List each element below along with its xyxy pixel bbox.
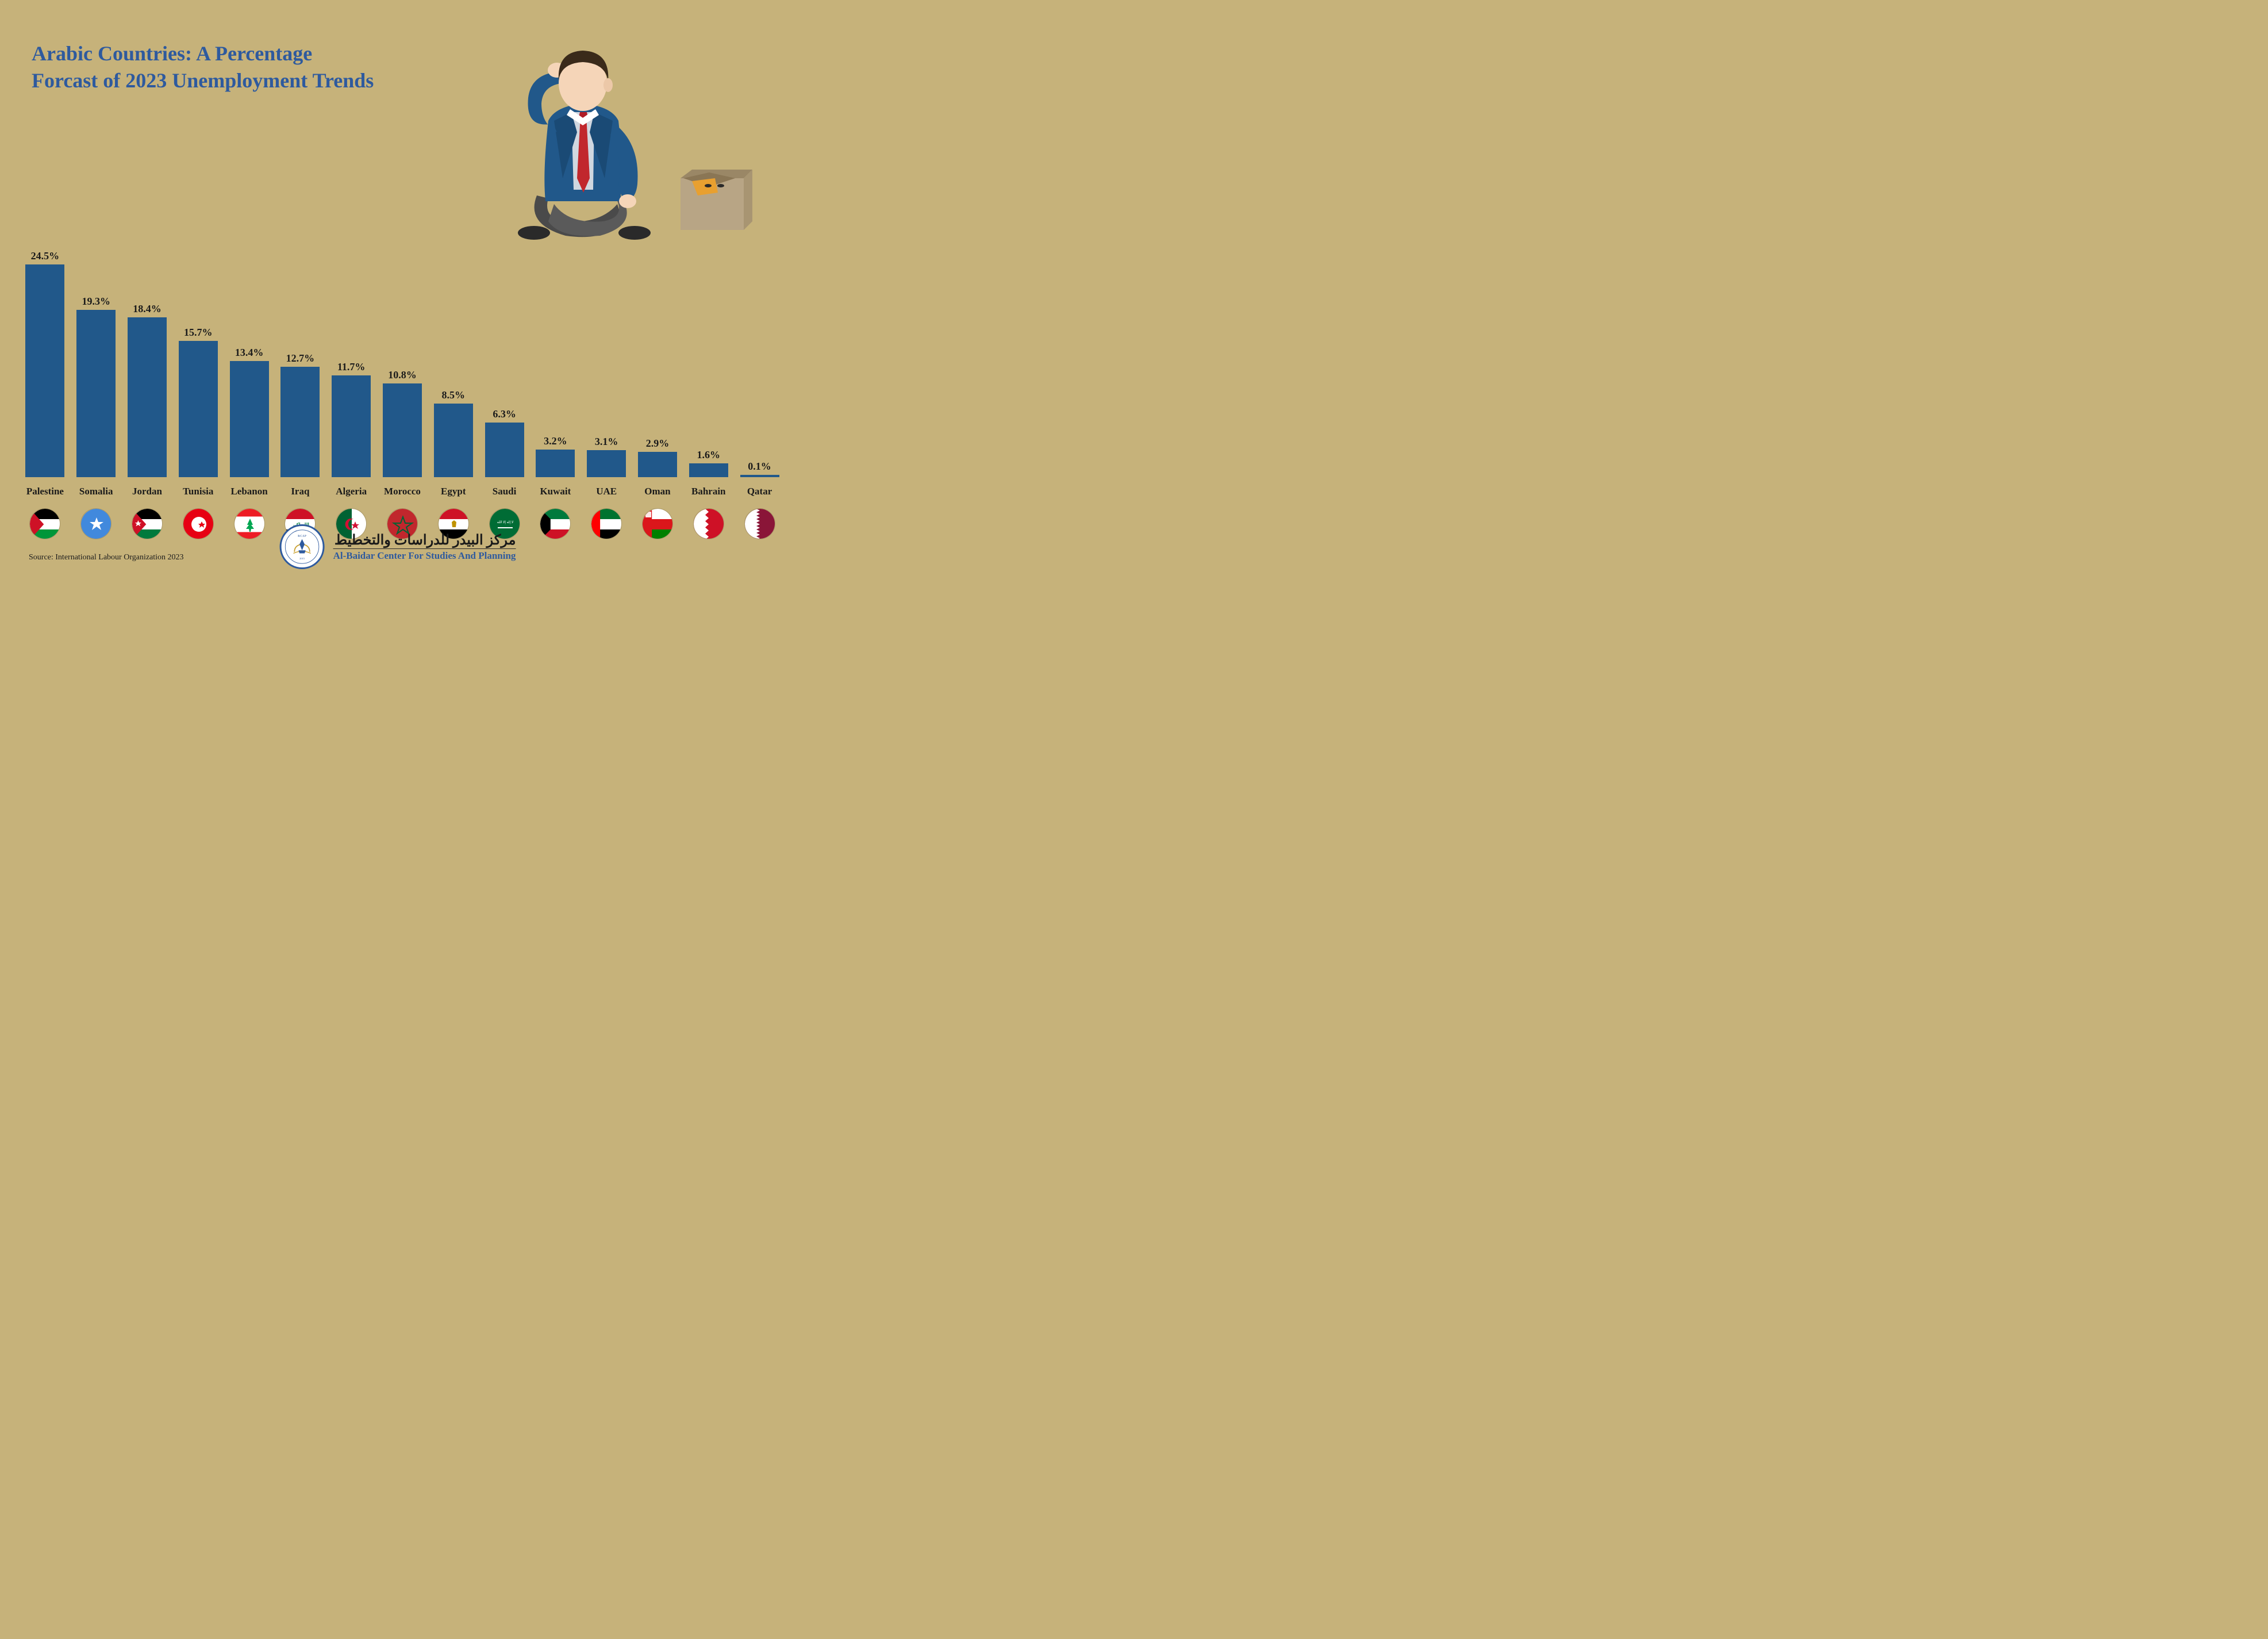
country-label: Iraq <box>278 486 322 497</box>
bar <box>230 361 269 477</box>
source-attribution: Source: International Labour Organizatio… <box>29 553 184 562</box>
country-flag <box>585 508 629 539</box>
bar-value-label: 3.2% <box>544 435 567 447</box>
bar-value-label: 15.7% <box>184 327 213 339</box>
country-flag <box>23 508 67 539</box>
svg-text:B.C.S.P: B.C.S.P <box>298 534 306 537</box>
bar <box>485 423 524 477</box>
bar-value-label: 11.7% <box>337 361 366 373</box>
country-label: Lebanon <box>227 486 271 497</box>
country-flag <box>227 508 271 539</box>
bar <box>740 475 779 477</box>
country-flag <box>737 508 782 539</box>
flag-icon <box>591 508 622 539</box>
bar-group: 8.5% <box>431 389 475 477</box>
bar-group: 3.1% <box>585 436 629 477</box>
bar <box>25 264 64 477</box>
country-label: Oman <box>636 486 680 497</box>
bar <box>383 383 422 477</box>
organization-name-arabic: مركز البيدر للدراسات والتخطيط <box>333 532 516 548</box>
bar-value-label: 2.9% <box>646 437 670 450</box>
country-label: Qatar <box>737 486 782 497</box>
bar-value-label: 24.5% <box>31 250 60 262</box>
flag-icon <box>693 508 724 539</box>
bar-group: 3.2% <box>533 435 578 477</box>
country-flag <box>176 508 220 539</box>
bar <box>179 341 218 477</box>
country-label: Palestine <box>23 486 67 497</box>
bar-chart: 24.5% 19.3% 18.4% 15.7% 13.4% 12.7% 11.7% 10.8%… <box>23 201 782 477</box>
country-label: Algeria <box>329 486 374 497</box>
flag-icon <box>132 508 163 539</box>
bar-value-label: 0.1% <box>748 460 771 473</box>
bar-group: 13.4% <box>227 347 271 477</box>
flag-icon <box>29 508 60 539</box>
title-line-1: Arabic Countries: A Percentage <box>32 40 374 67</box>
bar-value-label: 1.6% <box>697 449 721 461</box>
bar-value-label: 6.3% <box>493 408 516 420</box>
country-flag <box>636 508 680 539</box>
organization-name-english: Al-Baidar Center For Studies And Plannin… <box>333 548 516 562</box>
bar <box>638 452 677 477</box>
bar <box>332 375 371 477</box>
bar-value-label: 18.4% <box>133 303 162 315</box>
organization-footer: B.C.S.P 2015 مركز البيدر للدراسات والتخط… <box>280 524 516 569</box>
country-label: Egypt <box>431 486 475 497</box>
flag-icon <box>642 508 673 539</box>
bar-value-label: 12.7% <box>286 352 315 364</box>
country-label: Tunisia <box>176 486 220 497</box>
title-line-2: Forcast of 2023 Unemployment Trends <box>32 67 374 94</box>
bar-group: 1.6% <box>686 449 731 477</box>
country-flag <box>74 508 118 539</box>
bar-group: 6.3% <box>482 408 526 477</box>
bar-group: 19.3% <box>74 295 118 477</box>
bar-group: 12.7% <box>278 352 322 477</box>
chart-title: Arabic Countries: A Percentage Forcast o… <box>32 40 374 94</box>
flag-icon <box>744 508 775 539</box>
country-labels-row: Palestine Somalia Jordan Tunisia Lebanon Iraq… <box>23 486 782 497</box>
country-label: Jordan <box>125 486 170 497</box>
svg-text:لا إله إلا الله: لا إله إلا الله <box>497 520 513 524</box>
bar-value-label: 19.3% <box>82 295 110 308</box>
flag-icon <box>183 508 214 539</box>
flag-icon <box>234 508 265 539</box>
bar <box>434 404 473 477</box>
bar <box>536 450 575 477</box>
bar-group: 18.4% <box>125 303 170 477</box>
country-flag <box>125 508 170 539</box>
svg-text:2015: 2015 <box>299 557 305 560</box>
flag-icon <box>80 508 112 539</box>
bar <box>128 317 167 477</box>
country-label: UAE <box>585 486 629 497</box>
bar-value-label: 13.4% <box>235 347 264 359</box>
bar-value-label: 10.8% <box>388 369 417 381</box>
country-flag <box>686 508 731 539</box>
bar <box>280 367 320 477</box>
bar-value-label: 3.1% <box>595 436 618 448</box>
bar-group: 15.7% <box>176 327 220 477</box>
bar-group: 2.9% <box>636 437 680 477</box>
flag-icon <box>540 508 571 539</box>
organization-name: مركز البيدر للدراسات والتخطيط Al-Baidar … <box>333 532 516 562</box>
bar-value-label: 8.5% <box>442 389 466 401</box>
bar-group: 24.5% <box>23 250 67 477</box>
country-label: Somalia <box>74 486 118 497</box>
bar-group: 11.7% <box>329 361 374 477</box>
country-label: Bahrain <box>686 486 731 497</box>
bar-group: 0.1% <box>737 460 782 477</box>
country-label: Morocco <box>380 486 425 497</box>
country-flag <box>533 508 578 539</box>
bar <box>587 450 626 477</box>
organization-logo-icon: B.C.S.P 2015 <box>280 524 325 569</box>
bar <box>689 463 728 477</box>
country-label: Saudi <box>482 486 526 497</box>
bar <box>76 310 116 477</box>
country-label: Kuwait <box>533 486 578 497</box>
bar-group: 10.8% <box>380 369 425 477</box>
